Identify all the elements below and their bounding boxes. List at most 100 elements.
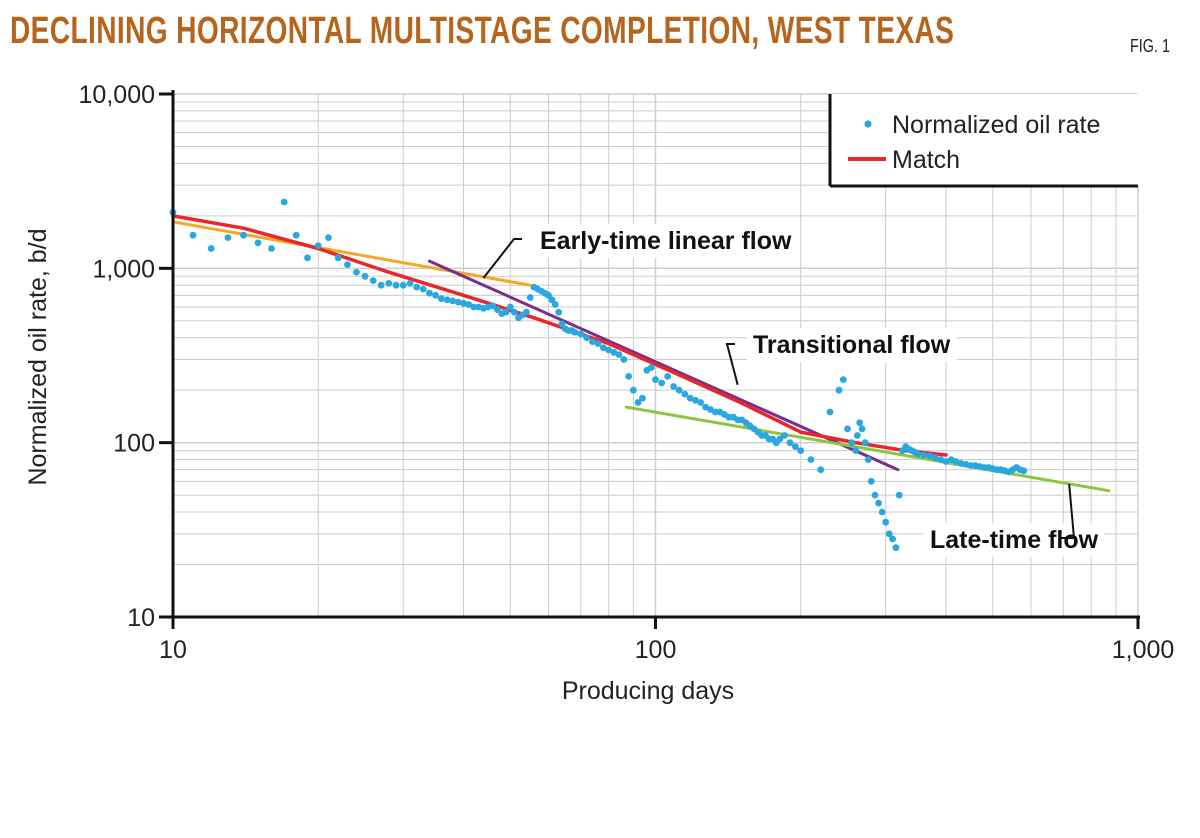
annotations: Early-time linear flow Transitional flow L…	[482, 224, 1105, 557]
data-point	[589, 338, 596, 345]
annotation-early-time: Early-time linear flow	[540, 227, 792, 255]
data-point	[797, 447, 805, 454]
data-point	[686, 394, 694, 402]
data-point	[852, 447, 860, 454]
legend-box	[830, 94, 1150, 186]
data-point	[334, 254, 342, 262]
data-point	[577, 330, 585, 338]
data-point	[861, 439, 869, 447]
data-point	[470, 303, 478, 311]
data-point	[625, 373, 633, 380]
y-axis-title: Normalized oil rate, b/d	[24, 228, 52, 485]
data-point	[268, 245, 275, 252]
data-point	[280, 198, 288, 206]
x-tick-label: 10	[159, 636, 187, 664]
data-point	[848, 439, 856, 447]
data-point	[639, 394, 646, 402]
data-point	[292, 231, 300, 239]
annotation-early-time-leader	[482, 238, 522, 279]
data-point	[460, 299, 467, 307]
annotation-late-time: Late-time flow	[930, 526, 1099, 554]
data-point	[664, 373, 672, 380]
data-point	[493, 306, 501, 313]
data-point	[858, 425, 866, 433]
data-point	[555, 308, 563, 316]
data-point	[931, 454, 939, 462]
data-point	[551, 301, 559, 308]
axes	[159, 90, 1140, 629]
data-point	[885, 530, 893, 538]
data-point	[254, 239, 262, 247]
data-point	[647, 364, 655, 371]
data-point	[807, 456, 815, 463]
data-point	[817, 466, 825, 474]
data-point	[432, 291, 439, 299]
late-time-fit-line	[624, 405, 1111, 493]
annotation-transitional: Transitional flow	[753, 331, 951, 359]
y-tick-label: 1,000	[92, 255, 155, 283]
data-point	[615, 351, 623, 358]
data-point	[189, 231, 197, 239]
legend: Normalized oil rate Match	[828, 94, 1150, 188]
data-point	[786, 439, 794, 447]
data-point	[443, 296, 451, 304]
x-axis-title: Producing days	[562, 677, 734, 705]
data-point	[454, 298, 462, 306]
data-point	[610, 348, 618, 356]
data-point	[835, 386, 843, 394]
x-tick-label: 100	[635, 636, 677, 664]
data-point	[839, 376, 847, 383]
data-point	[634, 399, 642, 406]
data-point	[630, 386, 637, 394]
chart-title: DECLINING HORIZONTAL MULTISTAGE COMPLETI…	[10, 10, 955, 52]
data-point	[558, 320, 566, 328]
data-point	[526, 294, 534, 301]
data-point	[426, 289, 433, 297]
data-point	[867, 477, 875, 485]
y-tick-label: 10	[127, 604, 155, 632]
y-tick-label: 100	[113, 430, 155, 458]
data-point	[875, 499, 882, 507]
data-point	[377, 281, 385, 289]
data-point	[548, 296, 556, 304]
data-point	[776, 435, 784, 443]
data-point	[914, 450, 922, 458]
annotation-transitional-leader	[725, 343, 739, 385]
data-point	[882, 518, 890, 526]
data-point	[438, 295, 445, 303]
data-point	[489, 302, 497, 310]
data-point	[658, 379, 666, 387]
data-point	[792, 443, 799, 450]
data-point	[675, 386, 683, 394]
data-point	[511, 308, 518, 316]
data-point	[406, 280, 414, 287]
data-point	[937, 456, 945, 463]
data-point	[895, 491, 903, 499]
data-point	[353, 268, 360, 276]
data-point	[314, 242, 322, 250]
data-point	[889, 535, 896, 543]
data-point	[449, 297, 457, 305]
data-point	[942, 458, 950, 465]
legend-label-oil-rate: Normalized oil rate	[892, 111, 1100, 139]
data-point	[506, 303, 514, 311]
x-tick-label: 1,000	[1112, 636, 1175, 664]
figure-label: FIG. 1	[1130, 36, 1171, 56]
data-point	[892, 544, 900, 551]
data-point	[856, 419, 864, 427]
data-point	[620, 356, 628, 363]
data-point	[392, 281, 400, 289]
data-point	[240, 231, 247, 239]
data-point	[878, 508, 886, 516]
data-point	[605, 346, 613, 354]
data-point	[670, 383, 677, 390]
data-point	[502, 308, 510, 316]
data-point	[844, 425, 851, 433]
y-tick-label: 10,000	[79, 81, 155, 109]
data-point	[697, 399, 704, 406]
data-point	[853, 432, 861, 439]
data-points	[169, 198, 1028, 551]
data-point	[692, 396, 699, 404]
data-point	[224, 234, 232, 242]
